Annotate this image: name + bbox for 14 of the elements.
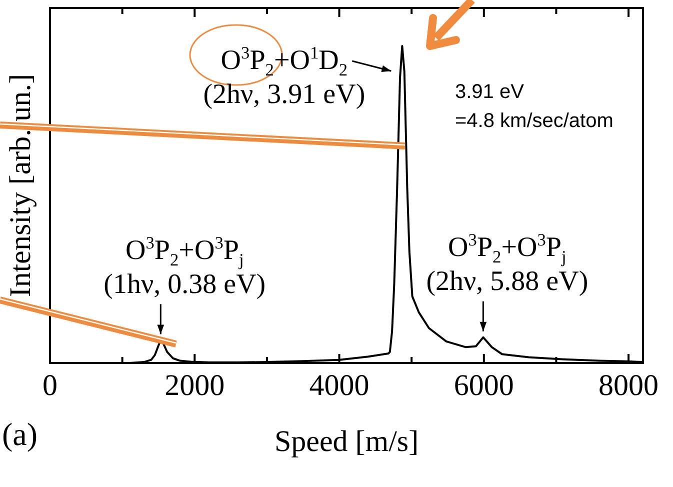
x-tick-label: 6000 [454, 368, 514, 402]
x-tick-label: 8000 [598, 368, 659, 402]
annotation: 3.91 eV =4.8 km/sec/atom [455, 80, 614, 134]
annotation: O$^{3}$P$_{2}$+O$^{3}$P$_{j}$ [125, 234, 244, 270]
annotation: (1hν, 0.38 eV) [104, 269, 266, 302]
x-axis-title: Speed [m/s] [274, 424, 419, 458]
x-tick-label: 2000 [164, 368, 225, 402]
annotation: (2hν, 5.88 eV) [426, 266, 588, 300]
y-axis-title: Intensity [arb. un.] [4, 74, 37, 298]
text: (a) [2, 416, 38, 452]
x-tick-label: 4000 [309, 368, 370, 402]
x-tick-label: 0 [42, 368, 58, 402]
annotation: (2hν, 3.91 eV) [203, 78, 366, 112]
annotation: O$^{3}$P$_{2}$+O$^{3}$P$_{j}$ [448, 230, 566, 267]
